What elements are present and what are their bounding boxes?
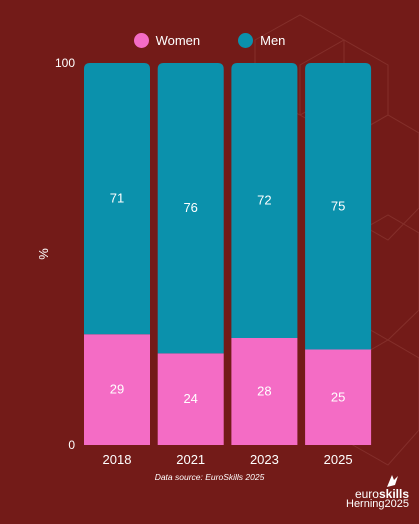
legend-item-men: Men [238,33,285,48]
legend-label-women: Women [155,33,201,48]
legend-item-women: Women [133,33,201,48]
bar-women-2023 [231,338,298,445]
labels-layer: 29 71 24 76 28 72 25 75 [110,191,346,407]
axis-layer: 2018 2021 2023 2025 0 100% [36,56,353,467]
bar-men-2018 [84,63,150,335]
data-label-men-2021: 76 [183,200,197,215]
logo-mark-icon [387,475,398,487]
x-tick-label-2023: 2023 [250,452,279,467]
bars-layer [84,63,372,445]
data-label-women-2021: 24 [183,391,197,406]
bar-women-2025 [305,349,372,445]
bar-women-2021 [157,353,224,445]
logo-subtitle: Herning2025 [346,498,409,510]
data-label-men-2023: 72 [257,193,271,208]
data-label-women-2018: 29 [110,382,124,397]
legend-swatch-men [238,33,254,48]
data-label-women-2025: 25 [331,389,345,404]
chart-legend: Women Men [0,33,419,48]
bar-women-2018 [84,334,150,445]
logo-word-euro: euro [354,487,379,501]
bar-men-2025 [305,63,372,350]
bar-men-2023 [231,63,298,339]
logo-wordmark: euroskills [355,488,409,500]
data-source-note: Data source: EuroSkills 2025 [154,472,265,482]
bar-men-2021 [157,63,224,354]
x-tick-label-2025: 2025 [324,452,353,467]
data-label-men-2018: 71 [110,191,124,206]
data-label-women-2023: 28 [257,384,271,399]
y-axis-label: % [36,248,51,260]
logo-word-skills: skills [378,487,409,501]
y-tick-label-100: 100 [55,56,75,70]
y-tick-label-0: 0 [68,438,75,452]
euroskills-logo: euroskills Herning2025 [339,472,409,514]
data-label-men-2025: 75 [331,198,345,213]
legend-swatch-women [133,33,149,48]
x-tick-label-2021: 2021 [176,452,205,467]
x-tick-label-2018: 2018 [103,452,132,467]
legend-label-men: Men [260,33,286,48]
